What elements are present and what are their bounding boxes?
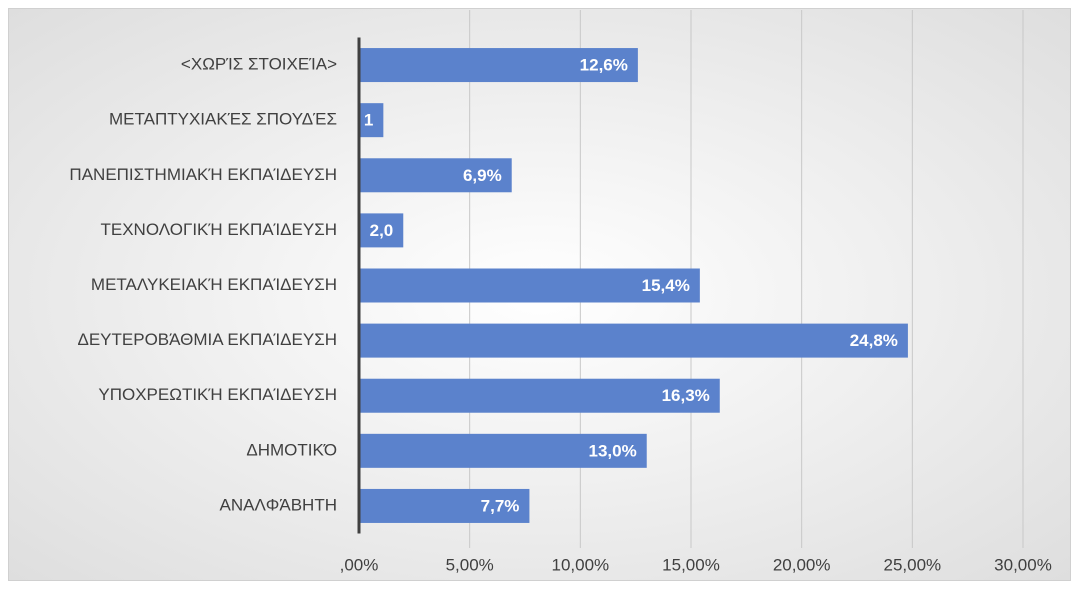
y-tick-label: ΑΝΑΛΦΆΒΗΤΗ — [220, 495, 338, 514]
y-tick-label: <ΧΩΡΊΣ ΣΤΟΙΧΕΊΑ> — [181, 55, 337, 74]
value-label: 15,4% — [642, 276, 690, 295]
x-tick-label: 15,00% — [662, 555, 720, 574]
value-label: 13,0% — [589, 441, 637, 460]
y-tick-label: ΤΕΧΝΟΛΟΓΙΚΉ ΕΚΠΑΊΔΕΥΣΗ — [100, 220, 337, 239]
value-label: 6,9% — [463, 166, 502, 185]
x-tick-label: 30,00% — [994, 555, 1052, 574]
y-tick-label: ΜΕΤΑΛΥΚΕΙΑΚΉ ΕΚΠΑΊΔΕΥΣΗ — [91, 275, 337, 294]
x-tick-label: 5,00% — [446, 555, 494, 574]
y-tick-label: ΠΑΝΕΠΙΣΤΗΜΙΑΚΉ ΕΚΠΑΊΔΕΥΣΗ — [69, 165, 337, 184]
value-label: 2,0 — [370, 221, 394, 240]
bar — [359, 433, 647, 468]
value-label: 12,6% — [580, 56, 628, 75]
value-label: 24,8% — [850, 331, 898, 350]
x-tick-label: ,00% — [340, 555, 379, 574]
x-tick-label: 25,00% — [883, 555, 941, 574]
value-label: 1 — [364, 111, 373, 130]
bar — [359, 268, 700, 303]
bar — [359, 488, 530, 523]
value-label: 7,7% — [481, 496, 520, 515]
value-label: 16,3% — [662, 386, 710, 405]
bar — [359, 378, 720, 413]
y-tick-label: ΥΠΟΧΡΕΩΤΙΚΉ ΕΚΠΑΊΔΕΥΣΗ — [98, 385, 337, 404]
y-tick-label: ΜΕΤΑΠΤΥΧΙΑΚΈΣ ΣΠΟΥΔΈΣ — [109, 110, 337, 129]
bar — [359, 103, 384, 138]
y-tick-label: ΔΗΜΟΤΙΚΌ — [246, 440, 337, 459]
bar — [359, 213, 404, 248]
bar — [359, 48, 638, 83]
x-tick-label: 20,00% — [773, 555, 831, 574]
bar — [359, 158, 512, 193]
y-tick-label: ΔΕΥΤΕΡΟΒΆΘΜΙΑ ΕΚΠΑΊΔΕΥΣΗ — [77, 330, 337, 349]
x-tick-label: 10,00% — [551, 555, 609, 574]
bar — [359, 323, 908, 358]
